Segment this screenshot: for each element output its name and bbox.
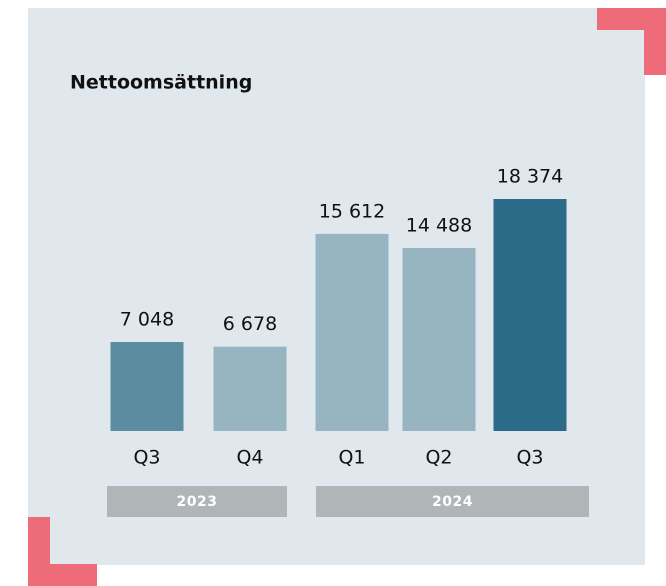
x-tick-label: Q3 [516, 447, 543, 469]
x-tick-label: Q3 [133, 447, 160, 469]
chart-title: Nettoomsättning [70, 72, 252, 94]
corner-decoration [597, 8, 666, 75]
group-label: 2023 [177, 494, 218, 510]
bar [315, 233, 389, 431]
value-label: 7 048 [120, 309, 174, 331]
x-tick-label: Q1 [338, 447, 365, 469]
bar [213, 346, 287, 431]
bar [110, 342, 184, 431]
x-tick-label: Q4 [236, 447, 263, 469]
group-box [316, 486, 589, 517]
value-label: 14 488 [406, 215, 472, 237]
bar [402, 248, 476, 431]
bar [493, 199, 567, 431]
value-label: 6 678 [223, 313, 277, 335]
value-label: 15 612 [319, 200, 385, 222]
x-tick-label: Q2 [425, 447, 452, 469]
value-label: 18 374 [497, 166, 563, 188]
corner-decoration [28, 517, 97, 586]
group-box [107, 486, 287, 517]
group-label: 2024 [432, 494, 473, 510]
